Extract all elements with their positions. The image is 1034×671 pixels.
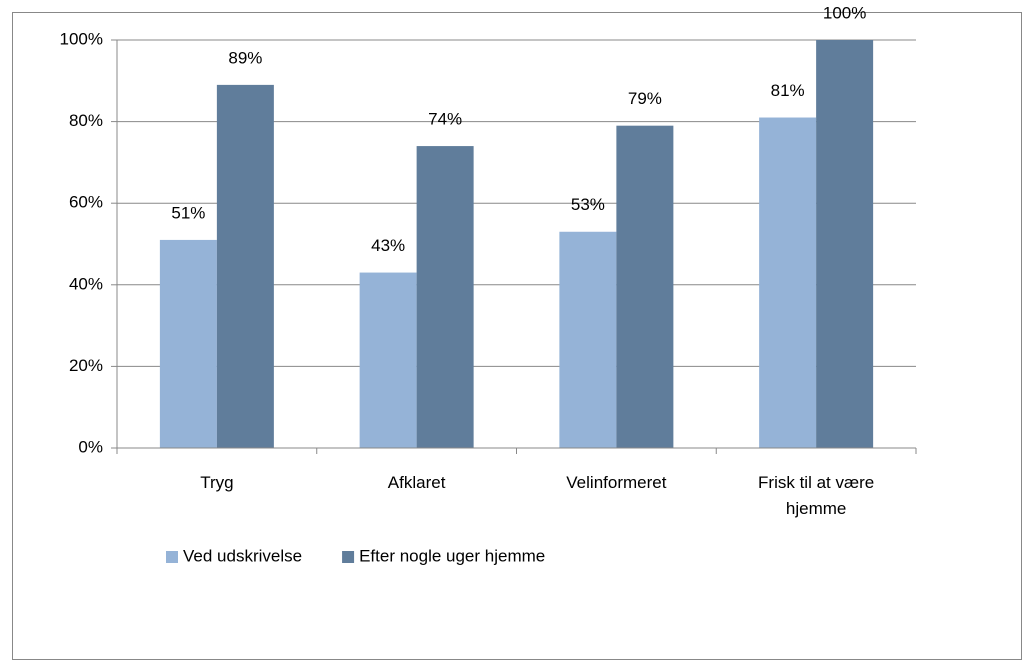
x-tick-label: Velinformeret bbox=[566, 473, 667, 492]
data-label: 89% bbox=[228, 48, 262, 67]
x-tick-label-box: Tryg bbox=[200, 473, 234, 492]
data-label: 53% bbox=[571, 195, 605, 214]
legend-label: Efter nogle uger hjemme bbox=[359, 546, 545, 565]
x-tick-label: Frisk til at være hjemme bbox=[758, 473, 875, 518]
x-tick-label-box: Velinformeret bbox=[566, 473, 667, 492]
bar bbox=[159, 239, 217, 448]
data-label: 79% bbox=[628, 89, 662, 108]
bar bbox=[216, 84, 274, 448]
bar bbox=[759, 117, 817, 449]
y-tick-label: 40% bbox=[69, 274, 103, 293]
data-label: 100% bbox=[823, 3, 866, 22]
y-tick-label: 100% bbox=[60, 29, 103, 48]
x-tick-label: Afklaret bbox=[387, 473, 446, 492]
data-label: 74% bbox=[428, 110, 462, 129]
bar bbox=[559, 231, 617, 448]
x-tick-label-box: Afklaret bbox=[387, 473, 446, 492]
x-tick-label-box: Frisk til at være hjemme bbox=[758, 473, 875, 518]
bar bbox=[816, 40, 874, 448]
legend-swatch bbox=[166, 551, 178, 563]
legend-label: Ved udskrivelse bbox=[183, 546, 302, 565]
legend-swatch bbox=[342, 551, 355, 563]
bar bbox=[416, 146, 474, 448]
y-tick-label: 80% bbox=[69, 111, 103, 130]
bar bbox=[359, 272, 417, 448]
y-tick-label: 0% bbox=[78, 437, 103, 456]
y-tick-label: 60% bbox=[69, 193, 103, 212]
data-label: 51% bbox=[171, 203, 205, 222]
y-tick-label: 20% bbox=[69, 356, 103, 375]
data-label: 81% bbox=[771, 81, 805, 100]
data-label: 43% bbox=[371, 236, 405, 255]
bar bbox=[616, 125, 674, 449]
x-tick-label: Tryg bbox=[200, 473, 234, 492]
